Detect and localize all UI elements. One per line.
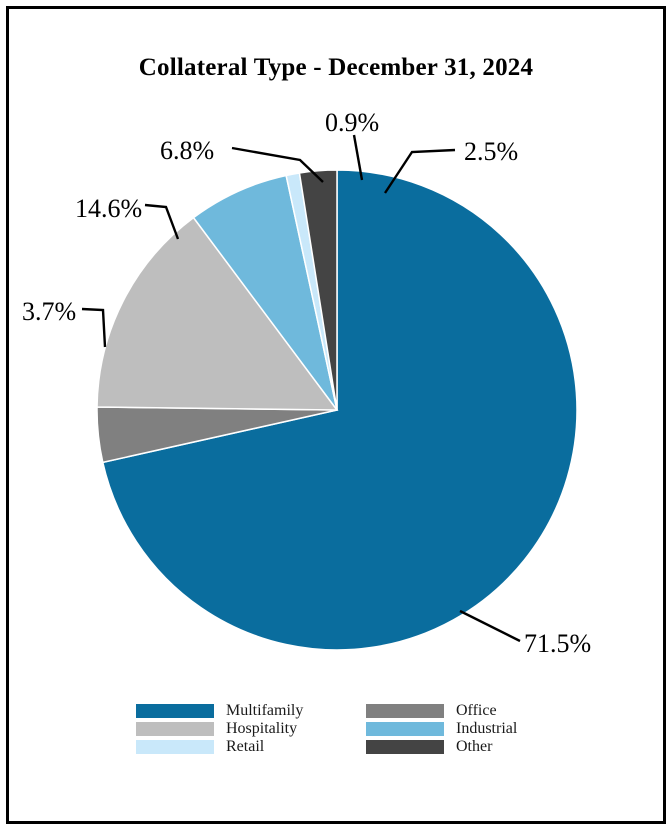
legend-swatch-industrial (366, 721, 444, 736)
percent-label-multifamily: 71.5% (524, 629, 591, 658)
legend-label-retail: Retail (226, 737, 265, 755)
legend-item-retail[interactable]: Retail (136, 738, 303, 755)
legend-label-hospitality: Hospitality (226, 719, 298, 737)
legend-item-multifamily[interactable]: Multifamily (136, 702, 303, 719)
chart-title: Collateral Type - December 31, 2024 (138, 54, 534, 81)
leader-line-industrial (231, 146, 324, 183)
percent-label-hospitality: 14.6% (75, 194, 142, 223)
percent-label-industrial: 6.8% (160, 136, 214, 165)
legend-item-office[interactable]: Office (366, 702, 517, 719)
legend-item-industrial[interactable]: Industrial (366, 720, 517, 737)
legend-swatch-other (366, 739, 444, 754)
pie-slice-other[interactable] (298, 169, 338, 411)
pie-leader-lines (81, 134, 521, 643)
percent-label-retail: 0.9% (325, 108, 379, 137)
leader-line-hospitality (144, 203, 180, 240)
leader-line-multifamily (459, 609, 521, 643)
legend-swatch-hospitality (136, 721, 214, 736)
legend-label-other: Other (456, 737, 493, 755)
legend-swatch-multifamily (136, 703, 214, 718)
leader-line-other (383, 148, 456, 194)
legend-item-other[interactable]: Other (366, 738, 517, 755)
legend-label-office: Office (456, 701, 497, 719)
leader-line-retail (352, 134, 364, 181)
legend-item-hospitality[interactable]: Hospitality (136, 720, 303, 737)
legend-swatch-retail (136, 739, 214, 754)
legend-label-multifamily: Multifamily (226, 701, 304, 719)
pie-slices (96, 169, 578, 651)
pie-percent-labels: 6.8% 14.6% 3.7% 0.9% 2.5% 71.5% (22, 108, 591, 658)
percent-label-other: 2.5% (464, 137, 518, 166)
legend-column-right: Office Industrial Other (366, 702, 517, 756)
legend-column-left: Multifamily Hospitality Retail (136, 702, 303, 756)
leader-line-office (81, 307, 107, 348)
pie-slice-hospitality[interactable] (96, 216, 339, 411)
pie-slice-multifamily[interactable] (101, 169, 578, 651)
legend-label-industrial: Industrial (456, 719, 518, 737)
percent-label-office: 3.7% (22, 297, 76, 326)
legend-swatch-office (366, 703, 444, 718)
